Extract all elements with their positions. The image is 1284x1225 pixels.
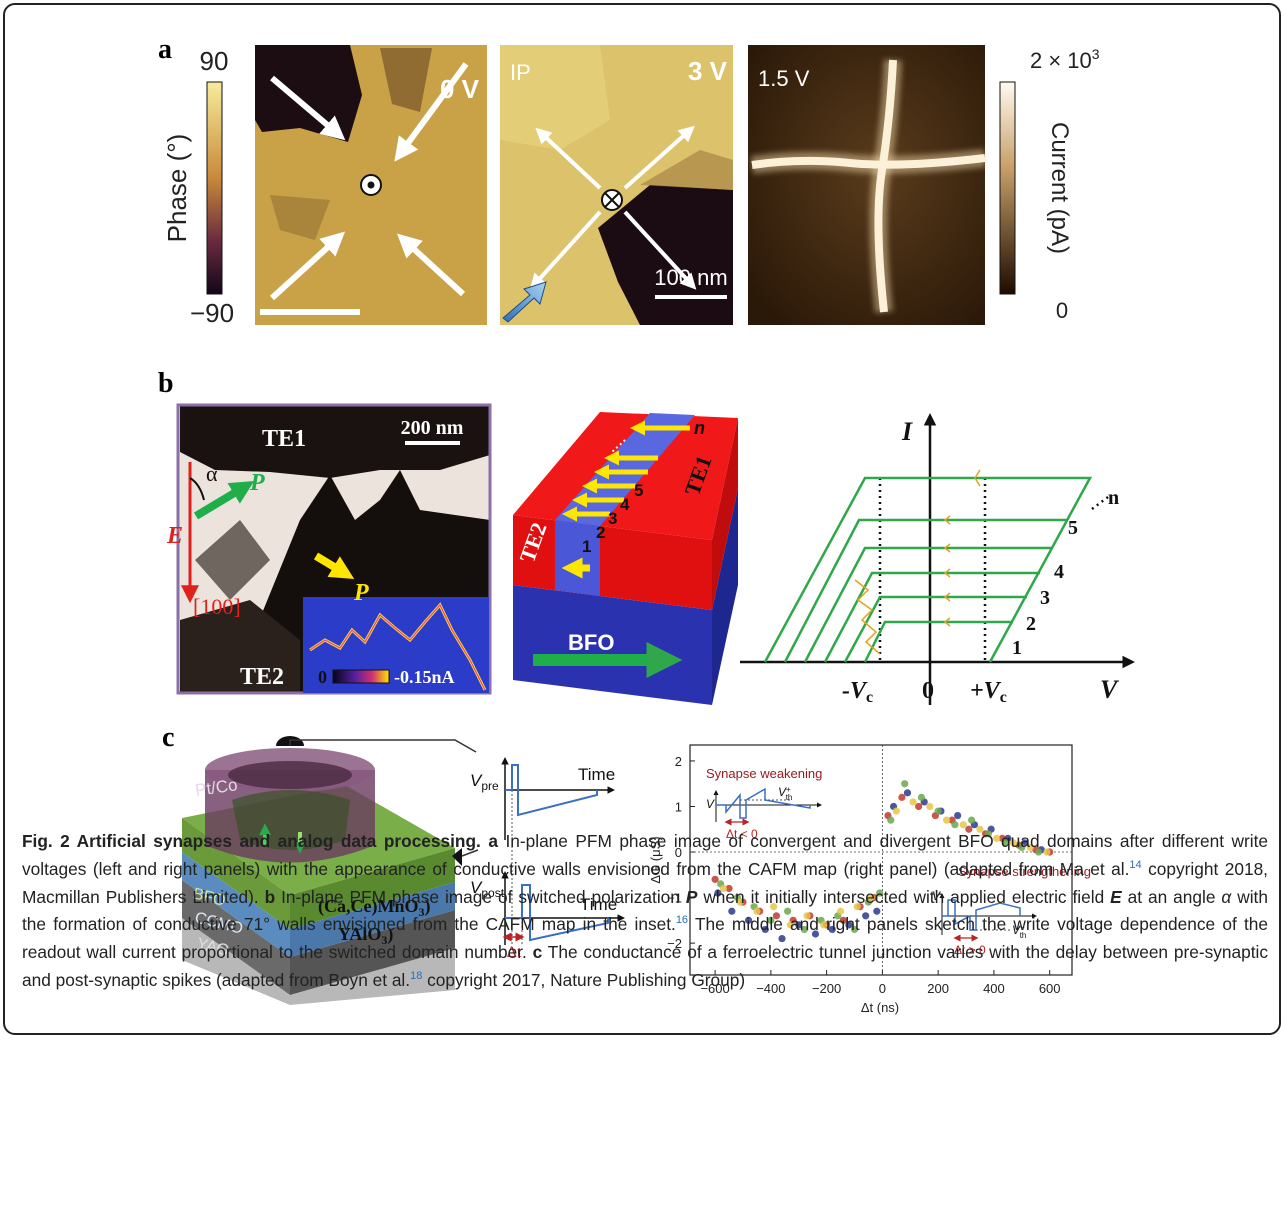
data-point: [904, 789, 911, 796]
y-tick-label: 2: [675, 754, 682, 769]
polarization-label: P: [249, 470, 265, 496]
caption-text: at an angle: [1128, 887, 1216, 907]
data-point: [943, 817, 950, 824]
caption-title: Fig. 2 Artificial synapses and analog da…: [22, 831, 481, 851]
loop-step: 4: [1054, 561, 1064, 583]
data-point: [901, 780, 908, 787]
caption-text: copyright 2017, Nature Publishing Group): [427, 970, 745, 990]
x-axis-label: Δt (ns): [861, 1000, 899, 1015]
page: a 90 −90 Phase (°) 0 V IP 3 V 100 nm: [0, 0, 1284, 1225]
iv-sketch: [740, 418, 1130, 705]
caption-panel-label: c: [533, 942, 543, 962]
figure: a 90 −90 Phase (°) 0 V IP 3 V 100 nm: [0, 0, 1284, 1225]
phase-colorbar: [207, 82, 222, 294]
voltage-label: 1.5 V: [758, 66, 810, 91]
caption-symbol: α: [1221, 887, 1231, 907]
field-label: E: [166, 523, 183, 549]
caption-text: In-plane PFM phase image of switched pol…: [281, 887, 680, 907]
inset-axis-label: V: [706, 797, 715, 811]
scale-bar-label: 200 nm: [401, 417, 464, 439]
voltage-threshold-main: -V: [842, 678, 868, 704]
panel-label: a: [158, 34, 172, 65]
domain-count: n: [694, 418, 705, 438]
spike-axis-sub: pre: [481, 779, 499, 793]
voltage-threshold-main: +V: [970, 678, 1002, 704]
inset-scale-min: 0: [318, 667, 327, 687]
axis-label: I: [901, 417, 913, 446]
caption-panel-label: b: [265, 887, 276, 907]
data-point: [968, 817, 975, 824]
time-axis-label: Time: [578, 765, 615, 784]
loop-step: n: [1108, 487, 1119, 509]
domain-step: 1: [582, 537, 591, 556]
electrode-label: TE2: [240, 664, 284, 690]
direction-label: [100]: [193, 594, 241, 619]
colorbar-min: −90: [190, 298, 234, 328]
caption-symbol: P: [686, 887, 698, 907]
domain-step: 2: [596, 523, 605, 542]
layer-label: BFO: [568, 630, 614, 655]
data-point: [898, 794, 905, 801]
pfm-image-b: [178, 405, 490, 693]
colorbar-min: 0: [1056, 298, 1068, 323]
colorbar-max-exp: 3: [1092, 46, 1100, 62]
data-point: [926, 803, 933, 810]
data-point: [918, 794, 925, 801]
colorbar-max: 90: [200, 46, 229, 76]
voltage-label: 3 V: [688, 56, 728, 86]
caption-text: when it initially intersected with appli…: [703, 887, 1104, 907]
domain-step: 5: [634, 481, 643, 500]
axis-label: V: [1100, 675, 1120, 704]
voltage-threshold: -Vc: [842, 678, 873, 706]
loop-step: 1: [1012, 637, 1022, 659]
caption-reference: 18: [410, 970, 422, 982]
voltage-threshold: +Vc: [970, 678, 1007, 706]
loop-step: 3: [1040, 587, 1050, 609]
data-point: [887, 817, 894, 824]
origin-label: 0: [922, 678, 934, 704]
caption-panel-label: a: [488, 831, 498, 851]
figure-caption: Fig. 2 Artificial synapses and analog da…: [22, 828, 1268, 995]
colorbar-max: 2 × 103: [1030, 46, 1100, 73]
colorbar-title: Current (pA): [1046, 122, 1073, 254]
panel-label: b: [158, 368, 174, 399]
colorbar-title: Phase (°): [162, 134, 192, 243]
voltage-threshold-sub: c: [866, 689, 873, 706]
y-tick-label: 1: [675, 799, 682, 814]
caption-symbol: E: [1110, 887, 1122, 907]
caption-reference: 14: [1129, 859, 1141, 871]
electrode-label: TE1: [262, 426, 306, 452]
mode-label: IP: [510, 60, 531, 85]
polarization-label: P: [353, 580, 369, 606]
current-colorbar: [1000, 82, 1015, 294]
scale-bar-label: 100 nm: [654, 265, 727, 290]
domain-step: 4: [620, 495, 630, 514]
data-point: [909, 798, 916, 805]
data-point: [954, 812, 961, 819]
loop-step: 2: [1026, 613, 1036, 635]
domain-step: 3: [608, 509, 617, 528]
loop-step: 5: [1068, 517, 1078, 539]
spike-axis-label: Vpre: [470, 771, 499, 793]
panel-label: c: [162, 722, 174, 753]
threshold-sub: th: [786, 793, 793, 802]
colorbar-max-base: 2 × 10: [1030, 48, 1092, 73]
angle-label: α: [206, 461, 218, 486]
caption-reference: 16: [676, 915, 688, 927]
voltage-label: 0 V: [440, 74, 480, 104]
annotation: Synapse weakening: [706, 766, 822, 781]
data-point: [935, 807, 942, 814]
data-point: [915, 803, 922, 810]
inset-scale-max: -0.15nA: [394, 667, 455, 687]
device-schematic: [513, 412, 738, 705]
voltage-threshold-sub: c: [1000, 689, 1007, 706]
data-point: [893, 807, 900, 814]
